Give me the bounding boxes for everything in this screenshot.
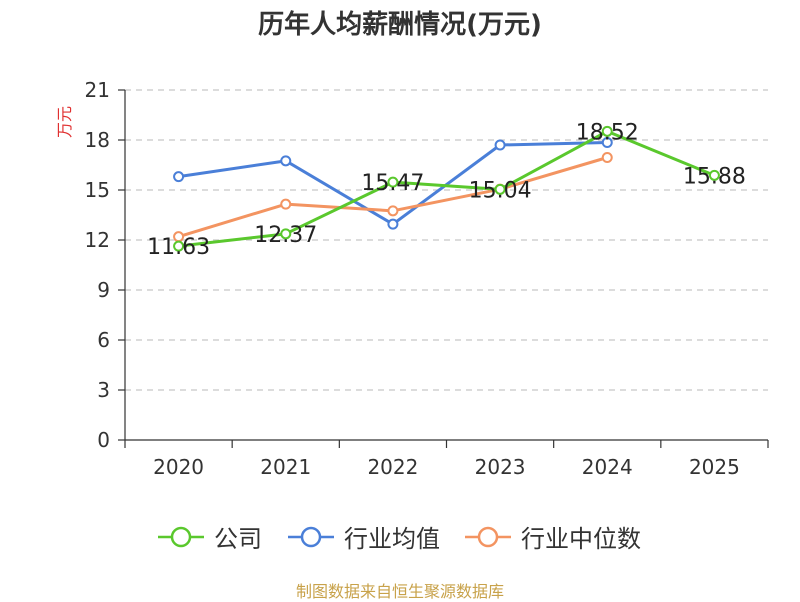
legend-label-company: 公司 xyxy=(214,525,262,553)
y-tick-label: 3 xyxy=(97,378,110,402)
legend-label-industry-median: 行业中位数 xyxy=(521,525,641,553)
data-source-note: 制图数据来自恒生聚源数据库 xyxy=(295,582,504,601)
legend-item-company[interactable]: 公司 xyxy=(158,519,262,554)
data-point-company xyxy=(387,176,399,188)
y-tick-label: 9 xyxy=(97,278,110,302)
data-point-industry-average xyxy=(173,171,185,183)
legend-marker-industry-median xyxy=(465,526,511,547)
legend-marker-industry-average xyxy=(288,526,334,547)
data-point-industry-average xyxy=(494,139,506,151)
data-label-company: 15.88 xyxy=(683,164,746,189)
data-point-industry-average xyxy=(280,155,292,167)
legend-label-industry-average: 行业均值 xyxy=(344,525,440,553)
y-tick-label: 15 xyxy=(85,178,110,202)
x-tick-label: 2025 xyxy=(689,455,740,479)
data-point-company xyxy=(601,125,613,137)
y-tick-label: 21 xyxy=(85,78,110,102)
x-tick-label: 2022 xyxy=(367,455,418,479)
data-point-company xyxy=(280,228,292,240)
data-point-industry-average xyxy=(601,137,613,148)
chart-title: 历年人均薪酬情况(万元) xyxy=(258,10,542,40)
data-label-company: 18.52 xyxy=(576,120,639,145)
data-point-company xyxy=(494,183,506,195)
y-tick-label: 12 xyxy=(85,228,110,252)
y-tick-label: 18 xyxy=(85,128,110,152)
y-axis-label: 万元 xyxy=(55,106,74,138)
data-point-industry-median xyxy=(601,152,613,163)
x-tick-label: 2020 xyxy=(153,455,204,479)
data-point-company xyxy=(173,240,185,252)
legend-item-industry-median[interactable]: 行业中位数 xyxy=(465,519,641,554)
y-tick-label: 0 xyxy=(97,428,110,452)
data-label-company: 15.47 xyxy=(361,171,424,196)
legend-item-industry-average[interactable]: 行业均值 xyxy=(288,519,440,554)
data-point-industry-median xyxy=(280,198,292,210)
x-tick-label: 2024 xyxy=(582,455,633,479)
data-label-company: 11.63 xyxy=(147,235,210,260)
legend-marker-company xyxy=(158,526,204,547)
data-label-company: 15.04 xyxy=(469,178,532,203)
x-tick-label: 2021 xyxy=(260,455,311,479)
data-point-company xyxy=(708,169,720,181)
data-point-industry-median xyxy=(387,205,399,217)
y-tick-label: 6 xyxy=(97,328,110,352)
series-line-company xyxy=(178,129,715,248)
x-tick-label: 2023 xyxy=(475,455,526,479)
data-point-industry-average xyxy=(387,218,399,230)
data-label-company: 12.37 xyxy=(254,223,317,248)
